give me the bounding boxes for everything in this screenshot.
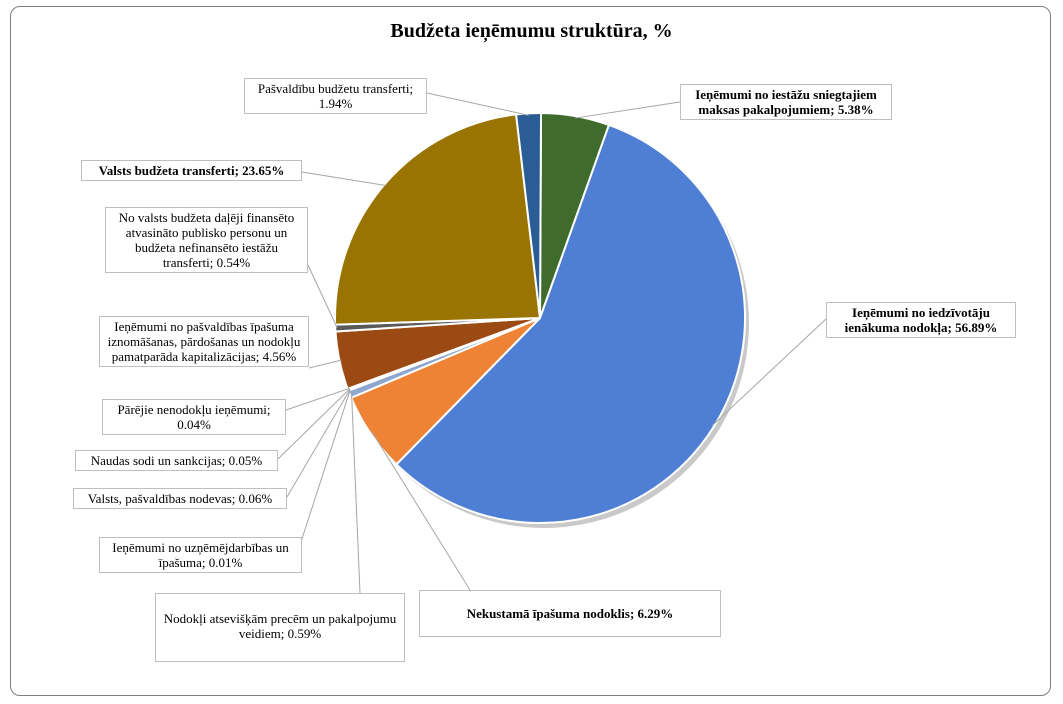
leader-line-3 — [371, 431, 471, 591]
pie-slice-12 — [514, 112, 543, 319]
label-valsts-budzeta-transferti: Valsts budžeta transferti; 23.65% — [81, 160, 302, 181]
pie-slice-2 — [395, 123, 746, 524]
pie-slice-11 — [334, 113, 542, 326]
leader-line-9 — [308, 359, 342, 369]
label-nodevas: Valsts, pašvaldības nodevas; 0.06% — [73, 488, 287, 509]
leader-line-4 — [351, 393, 361, 594]
label-pasvaldibas-ipasums: Ieņēmumi no pašvaldības īpašuma iznomāša… — [99, 316, 309, 367]
leader-line-11 — [301, 171, 387, 187]
leader-line-2 — [711, 318, 827, 427]
label-iestazu-pakalpojumi: Ieņēmumi no iestāžu sniegtajiem maksas p… — [680, 84, 892, 120]
leader-line-6 — [286, 389, 351, 498]
leader-line-5 — [299, 389, 351, 546]
label-atvasinato-personu-transferti: No valsts budžeta daļēji finansēto atvas… — [105, 207, 308, 273]
chart-title: Budžeta ieņēmumu struktūra, % — [390, 20, 673, 42]
leader-line-12 — [426, 92, 529, 116]
label-naudas-sodi: Naudas sodi un sankcijas; 0.05% — [75, 450, 278, 471]
label-parejie-nenodoklu: Pārējie nenodokļu ieņēmumi; 0.04% — [102, 399, 286, 435]
label-pasvaldibu-transferti: Pašvaldību budžetu transferti; 1.94% — [244, 78, 427, 114]
label-nekustama-ipasuma-nodoklis: Nekustamā īpašuma nodoklis; 6.29% — [419, 590, 721, 637]
leader-line-1 — [575, 101, 681, 119]
leader-line-7 — [277, 388, 351, 460]
label-uznemejdarbiba: Ieņēmumi no uzņēmējdarbības un īpašuma; … — [99, 537, 302, 573]
label-iedzivotaju-ienakuma-nodoklis: Ieņēmumi no iedzīvotāju ienākuma nodokļa… — [826, 302, 1016, 338]
leader-line-8 — [285, 387, 350, 411]
leader-line-10 — [307, 264, 338, 329]
label-nodokli-precem: Nodokļi atsevišķām precēm un pakalpojumu… — [155, 593, 405, 662]
